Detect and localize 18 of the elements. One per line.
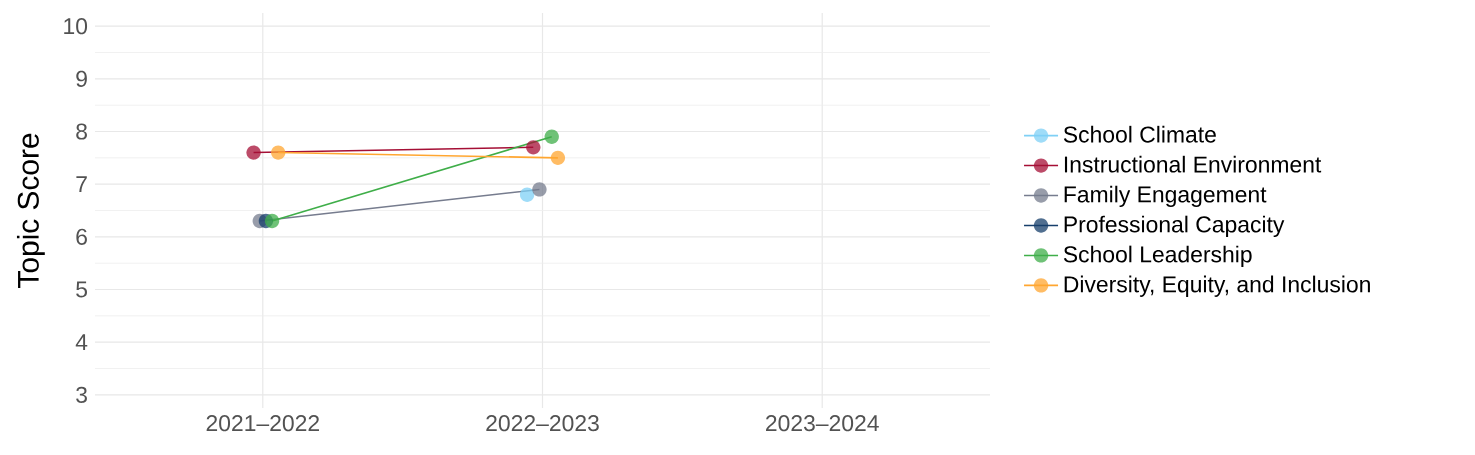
x-tick-label: 2023–2024: [766, 415, 879, 432]
legend-label: Instructional Environment: [1064, 155, 1322, 173]
legend-label: Family Engagement: [1064, 185, 1267, 208]
legend-label: Diversity, Equity, and Inclusion: [1064, 275, 1370, 297]
y-tick-label: 3: [76, 386, 87, 403]
y-tick-label: 9: [76, 70, 87, 87]
legend-label: School Leadership: [1063, 245, 1252, 267]
y-tick-label: 4: [75, 334, 88, 351]
x-tick-label: 2021–2022: [206, 415, 319, 432]
y-tick-label: 5: [76, 281, 87, 298]
legend-label: School Climate: [1063, 125, 1216, 143]
y-axis-title: Topic Score: [16, 133, 45, 288]
y-tick-label: 7: [76, 176, 87, 193]
y-tick-label: 10: [64, 18, 88, 35]
y-tick-label: 8: [76, 123, 87, 140]
y-tick-label: 6: [76, 228, 87, 245]
legend-label: Professional Capacity: [1064, 215, 1285, 238]
x-tick-label: 2022–2023: [486, 415, 599, 432]
